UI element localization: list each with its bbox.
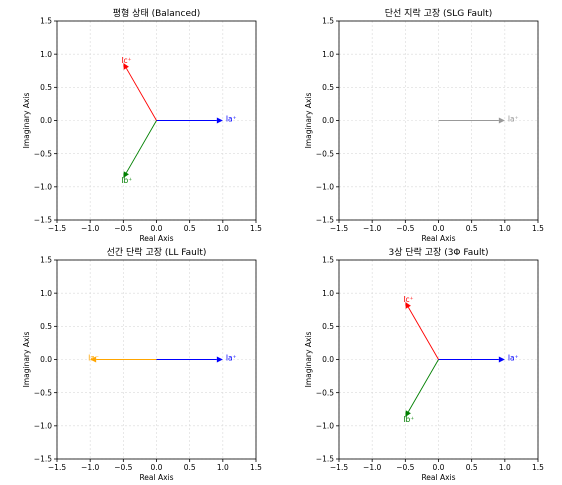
phasor-line	[407, 359, 439, 412]
x-tick-label: 1.0	[499, 224, 511, 233]
x-tick-label: 1.0	[499, 463, 511, 472]
y-tick-label: 0.5	[322, 83, 334, 92]
y-tick-label: 0.0	[322, 355, 334, 364]
y-tick-label: 1.5	[322, 17, 334, 26]
y-tick-label: 0.0	[40, 355, 52, 364]
chart-title: 3상 단락 고장 (3Φ Fault)	[388, 246, 488, 258]
y-tick-label: −1.0	[34, 421, 52, 430]
chart-panel-2: −1.5−1.5 −1.0 −1.0 −0.5 −0.5 0.0 0.0 0.5 0.5 1.0 1…	[304, 7, 544, 243]
y-tick-label: −1.5	[316, 216, 334, 225]
x-tick-label: −1.0	[81, 224, 99, 233]
x-tick-label: 1.0	[217, 224, 229, 233]
y-tick-label: −1.0	[34, 182, 52, 191]
y-tick-label: −0.5	[34, 149, 52, 158]
x-tick-label: 0.5	[184, 224, 196, 233]
phasor-label: Ib⁺	[121, 176, 132, 185]
phasor-label: Ib⁺	[403, 415, 414, 424]
x-tick-label: 0.5	[466, 224, 478, 233]
y-tick-label: −1.5	[316, 455, 334, 464]
x-tick-label: 1.5	[250, 224, 262, 233]
x-tick-label: −1.5	[330, 463, 348, 472]
phasor-arrowhead	[405, 410, 411, 417]
x-axis-label: Real Axis	[139, 473, 173, 482]
x-tick-label: 1.5	[532, 463, 544, 472]
phasor-line	[125, 68, 157, 121]
y-axis-label: Imaginary Axis	[304, 332, 313, 388]
chart-panel-4: −1.5−1.5 −1.0 −1.0 −0.5 −0.5 0.0 0.0 0.5 0.5 1.0 1…	[304, 246, 544, 482]
y-tick-label: 1.0	[322, 289, 334, 298]
x-tick-label: 1.5	[532, 224, 544, 233]
chart-panel-1: −1.5−1.5 −1.0 −1.0 −0.5 −0.5 0.0 0.0 0.5 0.5 1.0 1…	[22, 8, 262, 243]
phasor-arrowhead	[498, 356, 505, 363]
x-tick-label: 1.5	[250, 463, 262, 472]
x-axis-label: Real Axis	[421, 234, 455, 243]
x-tick-label: 0.0	[433, 224, 445, 233]
y-axis-label: Imaginary Axis	[22, 93, 31, 149]
phasor-label: Ia⁺	[226, 115, 237, 124]
x-tick-label: −1.0	[363, 463, 381, 472]
y-tick-label: −1.0	[316, 182, 334, 191]
y-tick-label: 1.0	[40, 50, 52, 59]
x-tick-label: −1.0	[81, 463, 99, 472]
y-tick-label: 0.5	[40, 322, 52, 331]
y-tick-label: −0.5	[316, 388, 334, 397]
x-axis-label: Real Axis	[421, 473, 455, 482]
y-tick-label: −1.0	[316, 421, 334, 430]
chart-title: 단선 지락 고장 (SLG Fault)	[385, 7, 492, 19]
phasor-line	[407, 307, 439, 360]
y-tick-label: 1.5	[40, 17, 52, 26]
phasor-line	[125, 120, 157, 173]
x-tick-label: −0.5	[396, 224, 414, 233]
chart-title: 선간 단락 고장 (LL Fault)	[107, 246, 207, 258]
y-axis-label: Imaginary Axis	[304, 93, 313, 149]
y-tick-label: 0.5	[322, 322, 334, 331]
y-tick-label: −1.5	[34, 455, 52, 464]
phasor-label: Ia⁻	[88, 354, 99, 363]
phasor-arrowhead	[405, 302, 411, 309]
x-tick-label: −1.5	[330, 224, 348, 233]
x-tick-label: −1.5	[48, 463, 66, 472]
phasor-arrowhead	[123, 171, 129, 178]
phasor-label: Ia⁺	[508, 115, 519, 124]
x-tick-label: −1.5	[48, 224, 66, 233]
x-tick-label: 0.5	[184, 463, 196, 472]
y-axis-label: Imaginary Axis	[22, 332, 31, 388]
phasor-arrowhead	[90, 356, 97, 363]
y-tick-label: 1.5	[322, 256, 334, 265]
y-tick-label: −1.5	[34, 216, 52, 225]
phasor-arrowhead	[216, 117, 223, 124]
chart-panel-3: −1.5−1.5 −1.0 −1.0 −0.5 −0.5 0.0 0.0 0.5 0.5 1.0 1…	[22, 246, 262, 482]
chart-title: 평형 상태 (Balanced)	[113, 8, 200, 19]
x-tick-label: −0.5	[114, 224, 132, 233]
y-tick-label: 0.0	[40, 116, 52, 125]
y-tick-label: −0.5	[34, 388, 52, 397]
y-tick-label: 1.0	[322, 50, 334, 59]
x-tick-label: 0.5	[466, 463, 478, 472]
phasor-label: Ia⁺	[508, 354, 519, 363]
x-tick-label: 0.0	[433, 463, 445, 472]
x-tick-label: −1.0	[363, 224, 381, 233]
y-tick-label: 0.0	[322, 116, 334, 125]
phasor-arrowhead	[123, 63, 129, 70]
x-tick-label: 1.0	[217, 463, 229, 472]
y-tick-label: 0.5	[40, 83, 52, 92]
y-tick-label: −0.5	[316, 149, 334, 158]
x-tick-label: 0.0	[151, 463, 163, 472]
phasor-label: Ic⁺	[121, 56, 131, 65]
phasor-arrowhead	[498, 117, 505, 124]
x-tick-label: 0.0	[151, 224, 163, 233]
x-axis-label: Real Axis	[139, 234, 173, 243]
phasor-label: Ic⁺	[403, 295, 413, 304]
phasor-arrowhead	[216, 356, 223, 363]
y-tick-label: 1.5	[40, 256, 52, 265]
x-tick-label: −0.5	[114, 463, 132, 472]
y-tick-label: 1.0	[40, 289, 52, 298]
x-tick-label: −0.5	[396, 463, 414, 472]
phasor-label: Ia⁺	[226, 354, 237, 363]
